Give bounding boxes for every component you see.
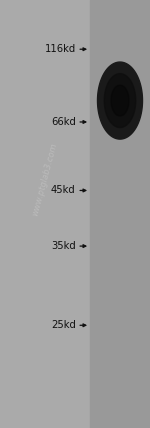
Text: 25kd: 25kd — [51, 320, 76, 330]
Polygon shape — [98, 62, 142, 139]
Polygon shape — [104, 74, 136, 128]
Text: 116kd: 116kd — [45, 44, 76, 54]
Polygon shape — [111, 85, 129, 116]
Text: 35kd: 35kd — [51, 241, 76, 251]
Text: www.ptglab3.com: www.ptglab3.com — [31, 142, 59, 217]
Text: 45kd: 45kd — [51, 185, 76, 196]
Text: 66kd: 66kd — [51, 117, 76, 127]
